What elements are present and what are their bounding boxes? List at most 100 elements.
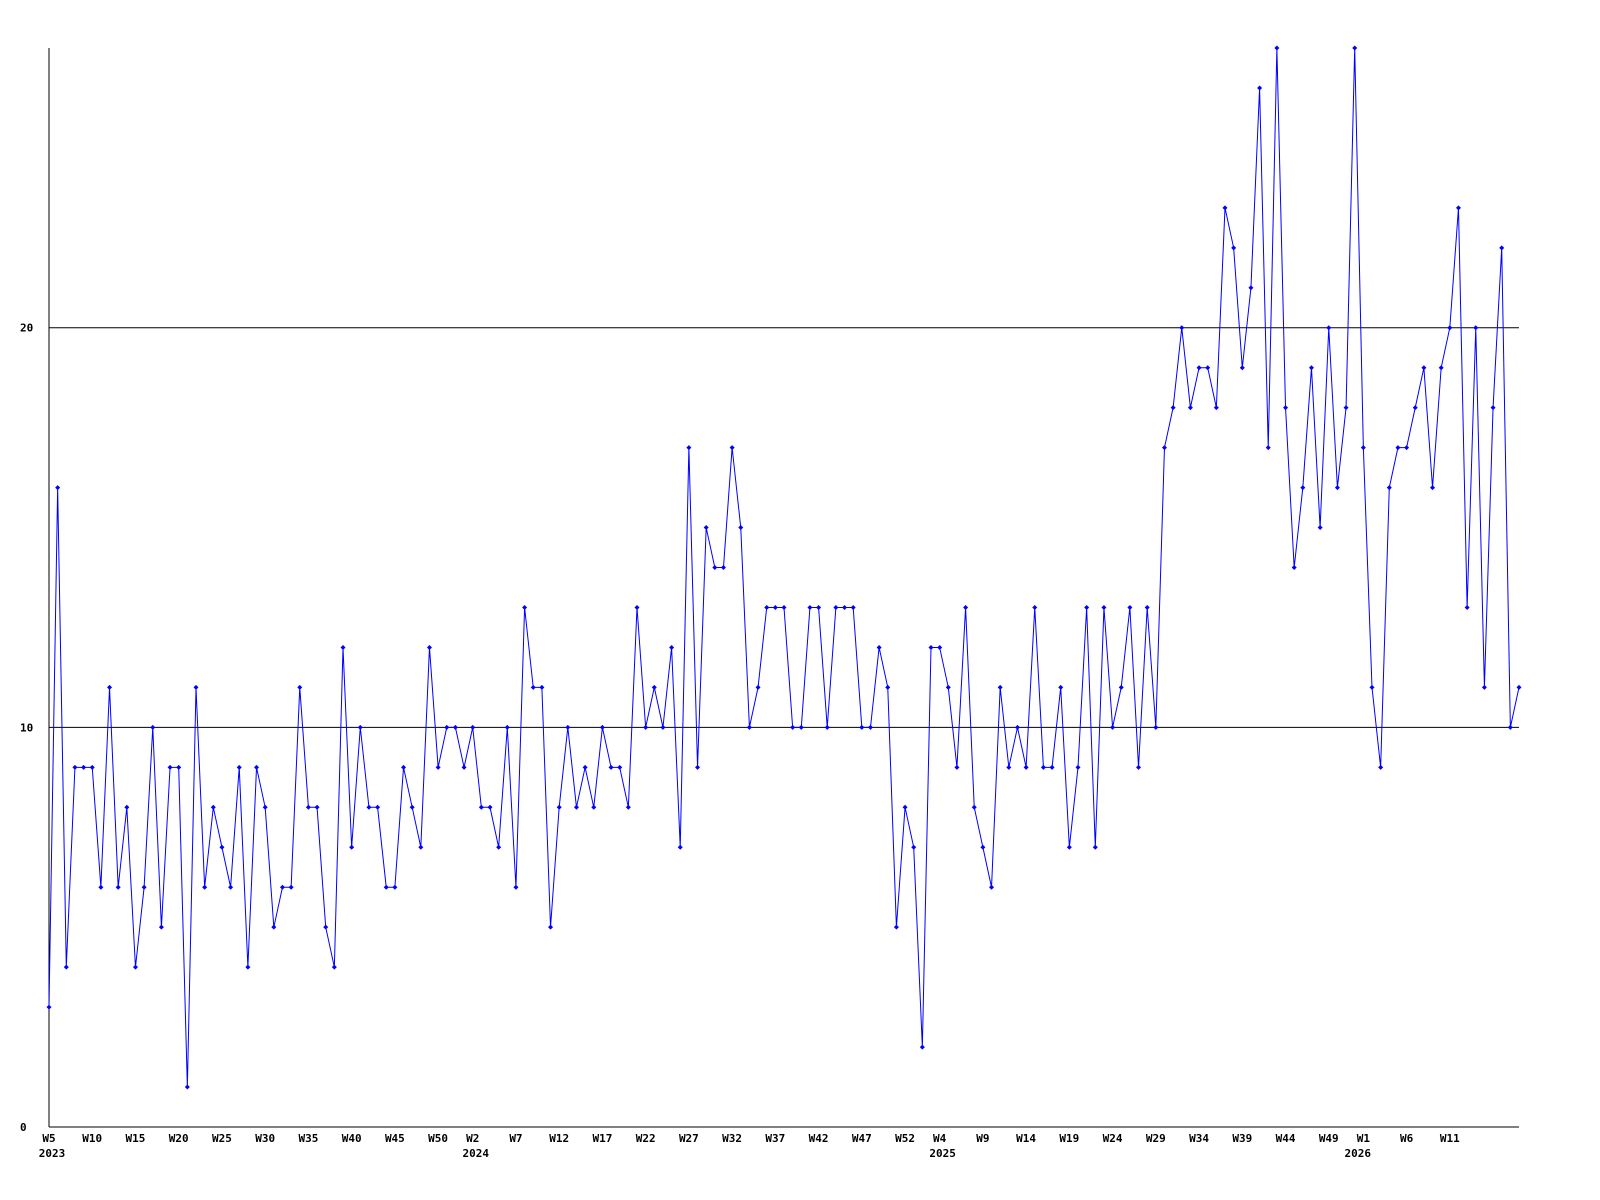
point	[357, 724, 363, 730]
point	[1066, 844, 1072, 850]
point	[1040, 764, 1046, 770]
point	[911, 844, 917, 850]
point	[729, 445, 735, 451]
x-tick-label: W10	[82, 1132, 102, 1145]
x-tick-label: W9	[976, 1132, 989, 1145]
x-tick-label: W42	[809, 1132, 829, 1145]
point	[1317, 525, 1323, 531]
x-year-label: 2026	[1344, 1147, 1371, 1160]
x-tick-label: W32	[722, 1132, 742, 1145]
point	[1222, 205, 1228, 211]
x-tick-label: W25	[212, 1132, 232, 1145]
x-year-label: 2024	[462, 1147, 489, 1160]
point	[210, 804, 216, 810]
x-tick-label: W7	[509, 1132, 522, 1145]
point	[167, 764, 173, 770]
point	[418, 844, 424, 850]
point	[219, 844, 225, 850]
point	[842, 604, 848, 610]
point	[81, 764, 87, 770]
x-tick-label: W14	[1016, 1132, 1036, 1145]
x-tick-label: W19	[1059, 1132, 1079, 1145]
point	[1205, 365, 1211, 371]
point	[850, 604, 856, 610]
point	[245, 964, 251, 970]
point	[816, 604, 822, 610]
x-tick-label: W1	[1357, 1132, 1371, 1145]
x-tick-label: W27	[679, 1132, 699, 1145]
point	[599, 724, 605, 730]
point	[669, 644, 675, 650]
point	[686, 445, 692, 451]
point	[522, 604, 528, 610]
point	[928, 644, 934, 650]
point	[297, 684, 303, 690]
x-tick-label: W11	[1440, 1132, 1460, 1145]
point	[1412, 405, 1418, 411]
point	[366, 804, 372, 810]
point	[1438, 365, 1444, 371]
point	[833, 604, 839, 610]
x-tick-label: W22	[636, 1132, 656, 1145]
point	[1092, 844, 1098, 850]
x-tick-label: W4	[933, 1132, 947, 1145]
point	[1352, 45, 1358, 51]
point	[625, 804, 631, 810]
x-year-label: 2025	[929, 1147, 956, 1160]
point	[496, 844, 502, 850]
point	[738, 525, 744, 531]
point	[1257, 85, 1263, 91]
point	[876, 644, 882, 650]
point	[1326, 325, 1332, 331]
point	[1481, 684, 1487, 690]
point	[1049, 764, 1055, 770]
point	[1473, 325, 1479, 331]
point	[997, 684, 1003, 690]
point	[963, 604, 969, 610]
point	[1161, 445, 1167, 451]
point	[539, 684, 545, 690]
point	[314, 804, 320, 810]
x-tick-label: W50	[428, 1132, 448, 1145]
x-tick-label: W37	[765, 1132, 785, 1145]
point	[565, 724, 571, 730]
point	[902, 804, 908, 810]
point	[548, 924, 554, 930]
point	[444, 724, 450, 730]
point	[375, 804, 381, 810]
point	[202, 884, 208, 890]
point	[288, 884, 294, 890]
point	[1404, 445, 1410, 451]
point	[1334, 485, 1340, 491]
point	[63, 964, 69, 970]
point	[1213, 405, 1219, 411]
point	[193, 684, 199, 690]
point	[98, 884, 104, 890]
point	[55, 485, 61, 491]
point	[271, 924, 277, 930]
x-tick-label: W5	[42, 1132, 55, 1145]
point	[651, 684, 657, 690]
point	[1170, 405, 1176, 411]
point	[919, 1044, 925, 1050]
point	[46, 1004, 52, 1010]
point	[1265, 445, 1271, 451]
point	[504, 724, 510, 730]
point	[1360, 445, 1366, 451]
point	[158, 924, 164, 930]
point	[1455, 205, 1461, 211]
point	[1490, 405, 1496, 411]
y-tick-label: 0	[20, 1121, 27, 1134]
point	[798, 724, 804, 730]
x-tick-label: W40	[342, 1132, 362, 1145]
point	[712, 565, 718, 571]
point	[383, 884, 389, 890]
point	[1032, 604, 1038, 610]
point	[401, 764, 407, 770]
point	[582, 764, 588, 770]
x-tick-label: W29	[1146, 1132, 1166, 1145]
point	[1516, 684, 1522, 690]
point	[1101, 604, 1107, 610]
series-line	[48, 47, 1520, 1088]
point	[720, 565, 726, 571]
